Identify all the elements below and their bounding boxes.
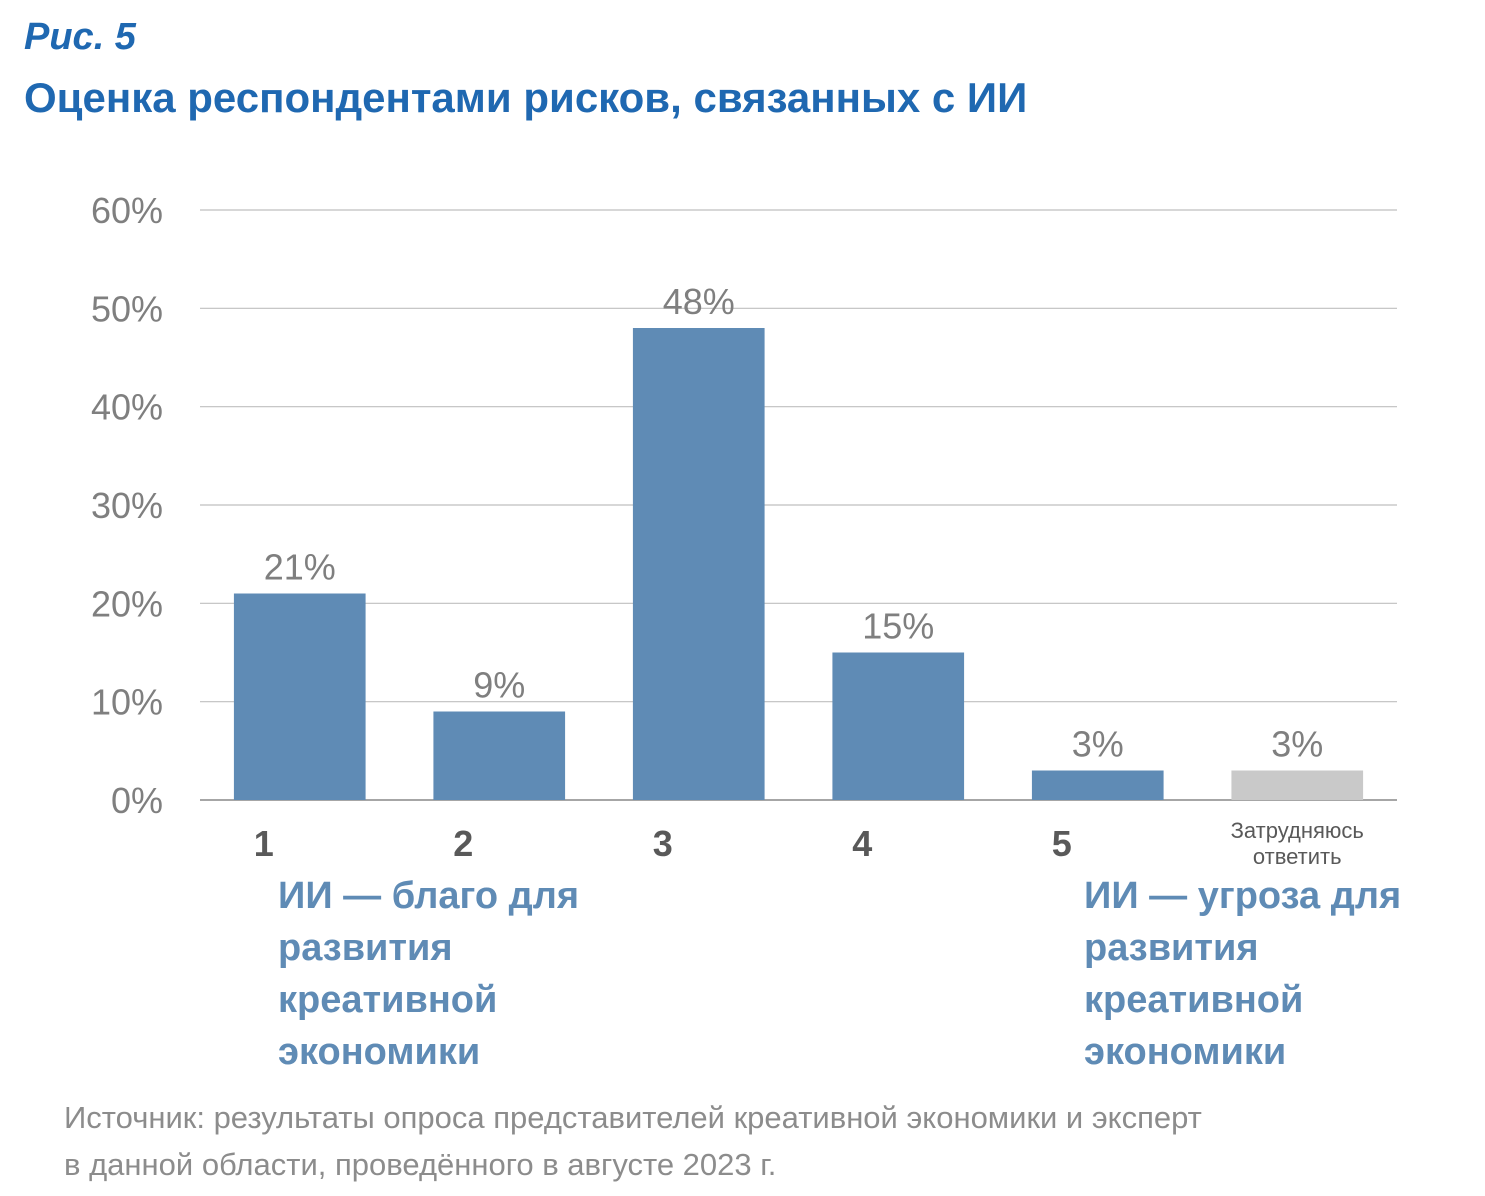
- scale-pole-right: ИИ — угроза для развития креативной экон…: [1084, 875, 1402, 1073]
- source-note: Источник: результаты опроса представител…: [64, 1100, 1202, 1182]
- bar: [832, 652, 965, 800]
- data-label: 9%: [473, 665, 525, 706]
- bars: [233, 328, 1364, 800]
- data-label: 48%: [663, 281, 735, 322]
- x-tick-label: ответить: [1253, 844, 1342, 869]
- scale-pole-left: ИИ — благо для развития креативной эконо…: [278, 875, 580, 1073]
- figure-label: Рис. 5: [24, 16, 136, 58]
- x-tick-label: 3: [653, 823, 673, 864]
- y-tick-label: 0%: [111, 780, 163, 821]
- bar: [632, 328, 765, 800]
- data-labels: 21% 9% 48% 15% 3% 3%: [264, 281, 1324, 765]
- y-tick-label: 60%: [91, 190, 163, 231]
- y-tick-label: 50%: [91, 288, 163, 329]
- bar: [233, 593, 366, 800]
- bar: [433, 711, 566, 800]
- x-tick-label: 5: [1052, 823, 1072, 864]
- y-axis: 0% 10% 20% 30% 40% 50% 60%: [91, 190, 163, 821]
- data-label: 3%: [1072, 724, 1124, 765]
- data-label: 21%: [264, 547, 336, 588]
- x-tick-label: Затрудняюсь: [1231, 818, 1364, 843]
- y-tick-label: 40%: [91, 387, 163, 428]
- bar: [1031, 770, 1164, 800]
- x-tick-label: 1: [254, 823, 274, 864]
- x-tick-label: 4: [852, 823, 872, 864]
- data-label: 3%: [1271, 724, 1323, 765]
- y-tick-label: 20%: [91, 583, 163, 624]
- data-label: 15%: [862, 606, 934, 647]
- bar: [1231, 770, 1364, 800]
- y-tick-label: 30%: [91, 485, 163, 526]
- x-tick-label: 2: [453, 823, 473, 864]
- y-tick-label: 10%: [91, 682, 163, 723]
- chart-title: Оценка респондентами рисков, связанных с…: [24, 74, 1028, 121]
- gridlines: [200, 209, 1397, 801]
